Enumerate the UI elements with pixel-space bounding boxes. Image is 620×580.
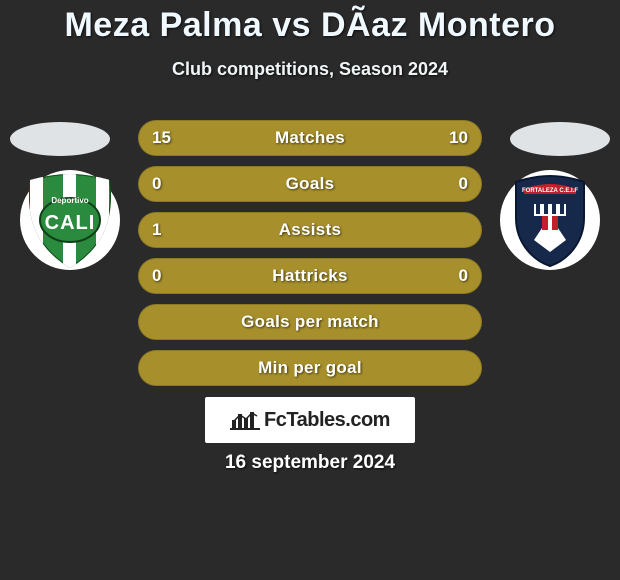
club-badge-left-svg: Deportivo CALI (20, 170, 120, 270)
stat-pill: Goals per match (138, 304, 482, 340)
club-badge-left: Deportivo CALI (20, 170, 120, 270)
stat-value-left: 0 (152, 266, 161, 286)
stat-pill: Assists 1 (138, 212, 482, 248)
subtitle: Club competitions, Season 2024 (0, 59, 620, 80)
brand-badge: FcTables.com (205, 397, 415, 443)
stat-value-right: 0 (459, 266, 468, 286)
page-title: Meza Palma vs DÃ­az Montero (0, 0, 620, 45)
stat-value-left: 0 (152, 174, 161, 194)
stat-label: Hattricks (272, 266, 347, 286)
stat-value-right: 10 (449, 128, 468, 148)
stat-value-right: 0 (459, 174, 468, 194)
stat-value-left: 15 (152, 128, 171, 148)
stat-pill: Min per goal (138, 350, 482, 386)
stat-label: Matches (275, 128, 345, 148)
stat-pills: Matches1510Goals00Assists1Hattricks00Goa… (138, 120, 482, 396)
player-disc-left (10, 122, 110, 156)
stat-label: Goals (286, 174, 335, 194)
svg-text:Deportivo: Deportivo (51, 196, 88, 205)
stat-label: Min per goal (258, 358, 362, 378)
brand-chart-icon (230, 408, 260, 432)
svg-text:CALI: CALI (45, 212, 96, 234)
club-badge-right: FORTALEZA C.E.I.F (500, 170, 600, 270)
player-disc-right (510, 122, 610, 156)
brand-text: FcTables.com (264, 409, 390, 432)
stat-value-left: 1 (152, 220, 161, 240)
stat-pill: Hattricks 0 0 (138, 258, 482, 294)
date-text: 16 september 2024 (0, 452, 620, 474)
svg-text:FORTALEZA C.E.I.F: FORTALEZA C.E.I.F (522, 188, 578, 194)
stat-pill: Goals 0 0 (138, 166, 482, 202)
stat-pill: Matches 15 10 (138, 120, 482, 156)
stat-label: Goals per match (241, 312, 379, 332)
club-badge-right-svg: FORTALEZA C.E.I.F (500, 170, 600, 270)
stat-label: Assists (279, 220, 342, 240)
